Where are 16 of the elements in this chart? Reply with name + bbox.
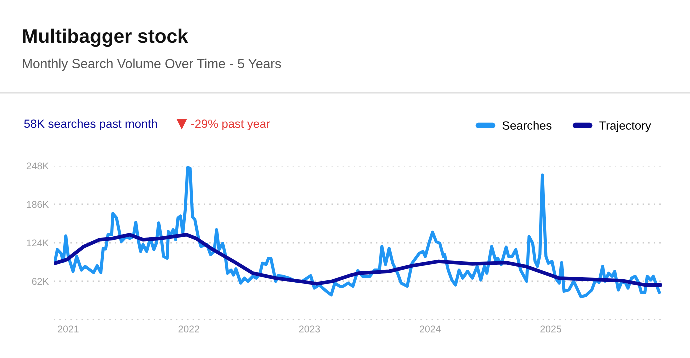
- y-tick-label: 62K: [32, 278, 50, 286]
- text: 58K searches past month: [24, 119, 158, 130]
- x-tick-label: 2023: [299, 326, 320, 333]
- y-tick-label: 186K: [27, 201, 50, 208]
- text: -29% past year: [192, 120, 270, 130]
- line-series: [54, 233, 662, 288]
- chart-title: Multibagger stock: [23, 28, 188, 48]
- x-tick-label: 2021: [58, 326, 79, 333]
- legend-label: Searches: [502, 121, 552, 130]
- x-tick-label: 2025: [540, 326, 562, 333]
- x-tick-label: 2024: [420, 326, 441, 333]
- x-tick-label: 2022: [178, 326, 200, 333]
- y-tick-label: 124K: [27, 240, 50, 247]
- y-tick-label: 248K: [26, 162, 50, 170]
- chart-subtitle: Monthly Search Volume Over Time - 5 Years: [23, 58, 282, 72]
- legend-label: Trajectory: [600, 121, 652, 132]
